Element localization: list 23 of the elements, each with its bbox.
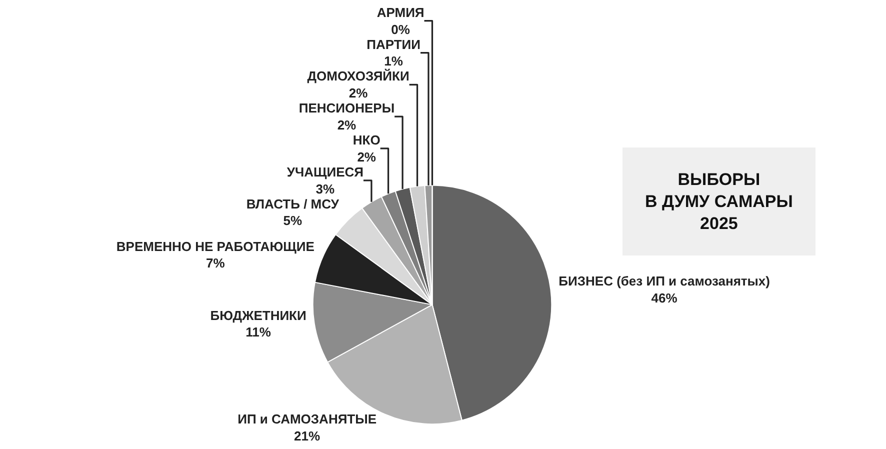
data-label: 5% [283, 213, 302, 228]
data-label: 2% [337, 118, 357, 133]
text: 0% [391, 22, 410, 37]
data-label: 2% [348, 86, 368, 101]
slice-label: ВРЕМЕННО НЕ РАБОТАЮЩИЕ [116, 238, 315, 254]
slice-label: ВЛАСТЬ / МСУ [246, 196, 340, 212]
data-label: 7% [206, 256, 226, 271]
data-label: 2% [357, 149, 376, 164]
category-label: АРМИЯ [376, 4, 424, 20]
slice-label: ПЕНСИОНЕРЫ [298, 100, 395, 116]
data-label: 3% [316, 181, 336, 196]
slice-label: ИП и САМОЗАНЯТЫЕ [238, 412, 377, 427]
text: ВЫБОРЫ В ДУМУ САМАРЫ 2025 [645, 170, 793, 234]
data-label: 46% [651, 290, 678, 306]
slice-label: УЧАЩИЕСЯ [286, 164, 364, 180]
slice-label: ДОМОХОЗЯЙКИ [307, 68, 410, 84]
slice-label: БИЗНЕС (без ИП и самозанятых) [558, 274, 770, 289]
slice-label: ПАРТИИ [366, 36, 421, 52]
slice-label: НКО [352, 132, 380, 148]
slice-label: БЮДЖЕТНИКИ [210, 308, 306, 323]
data-label: 21% [294, 428, 321, 444]
data-label: 11% [246, 324, 272, 340]
data-label: 1% [384, 54, 404, 69]
